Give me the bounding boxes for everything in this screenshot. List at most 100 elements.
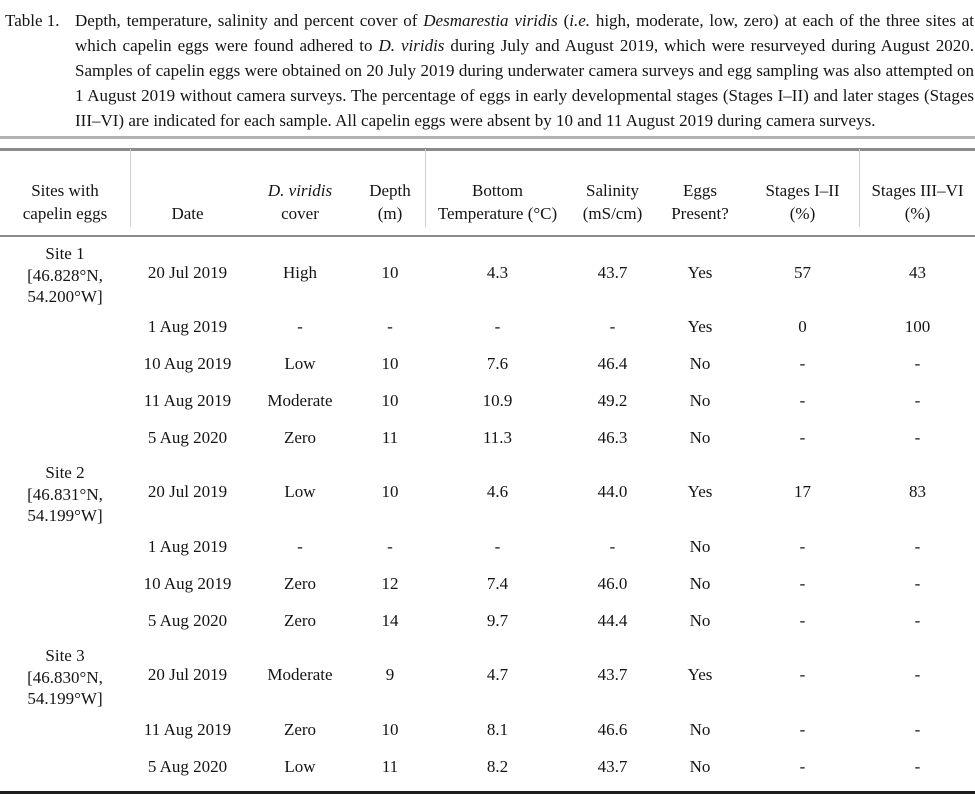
table-cell: - — [609, 316, 616, 336]
table-cell: - — [387, 536, 393, 556]
table-cell: - — [914, 756, 921, 776]
site-line: 54.199°W] — [27, 506, 103, 525]
table-cell: 1 Aug 2019 — [147, 316, 228, 336]
site-cell: Site 2 [46.831°N, 54.199°W] — [0, 456, 130, 639]
column-header-line: Temperature (°C) — [437, 204, 558, 223]
table-cell: 11 Aug 2019 — [143, 390, 232, 410]
column-header-line: (m) — [377, 204, 403, 223]
table-cell: 10 — [381, 390, 399, 410]
table-cell: 8.2 — [486, 756, 509, 776]
table-cell: 57 — [794, 262, 811, 282]
site-cell: Site 3 [46.830°N, 54.199°W] — [0, 639, 130, 785]
table-cell: 44.0 — [597, 482, 628, 501]
site-line: [46.831°N, — [27, 484, 103, 504]
site-line: 54.199°W] — [27, 689, 103, 708]
table-cell: 20 Jul 2019 — [147, 262, 228, 282]
column-header: Bottom Temperature (°C) — [425, 151, 570, 237]
table-body: Site 1 [46.828°N, 54.200°W] 20 Jul 2019 High… — [0, 236, 975, 785]
column-header-line: Date — [171, 204, 204, 223]
table-cell: - — [799, 536, 806, 556]
table-cell: Zero — [283, 573, 317, 593]
table-cell: 7.6 — [486, 353, 509, 373]
caption-segment: high, moderate, low, zero) at each of th… — [75, 11, 974, 55]
table-region: Sites with capelin eggs Date D. viridis cove… — [0, 136, 975, 794]
table-cell: Yes — [687, 482, 713, 501]
table-cell: 4.7 — [486, 665, 509, 684]
table-cell: - — [914, 665, 921, 684]
table-cell: - — [914, 610, 921, 630]
table-cell: Yes — [687, 262, 713, 282]
table-cell: 5 Aug 2020 — [147, 610, 228, 630]
table-cell: 10 — [381, 482, 399, 501]
table-cell: - — [799, 756, 806, 776]
table-caption: Table 1. Depth, temperature, salinity an… — [0, 8, 975, 133]
caption-label: Table 1. — [5, 11, 60, 30]
column-header-line: cover — [281, 204, 319, 223]
column-header-line: Salinity — [586, 181, 639, 200]
table-cell: - — [799, 610, 806, 630]
table-cell: 5 Aug 2020 — [147, 756, 228, 776]
table-cell: Low — [284, 482, 316, 501]
bottom-rule — [0, 791, 975, 794]
table-cell: - — [297, 316, 303, 336]
caption-segment: ( — [557, 11, 570, 30]
table-cell: 10 — [381, 262, 399, 282]
table-cell: 5 Aug 2020 — [147, 427, 228, 447]
top-rule-inner — [0, 148, 975, 151]
table-cell: 8.1 — [486, 719, 509, 739]
site-line: Site 1 — [45, 244, 85, 263]
table-row: Site 3 [46.830°N, 54.199°W] 20 Jul 2019 Mode… — [0, 639, 975, 711]
table-cell: 10 — [381, 719, 399, 739]
table-cell: 46.0 — [597, 573, 628, 593]
table-header: Sites with capelin eggs Date D. viridis cove… — [0, 151, 975, 237]
table-cell: 43.7 — [597, 756, 628, 776]
table-cell: 10 — [381, 353, 399, 373]
table-row: 10 Aug 2019 Zero 12 7.4 46.0 No - - — [0, 565, 975, 602]
table-row: 11 Aug 2019 Moderate 10 10.9 49.2 No - - — [0, 382, 975, 419]
column-header: Date — [130, 151, 245, 237]
table-cell: - — [914, 719, 921, 739]
table-cell: 12 — [381, 573, 399, 593]
column-header-line: Sites with — [31, 181, 99, 200]
table-cell: 11 — [381, 756, 399, 776]
table-cell: Moderate — [267, 665, 333, 684]
table-cell: High — [283, 262, 317, 282]
table-cell: - — [914, 353, 921, 373]
table-cell: - — [297, 536, 303, 556]
table-cell: No — [689, 719, 711, 739]
table-cell: Yes — [687, 316, 713, 336]
top-rule-gap — [0, 139, 975, 148]
table-cell: 10.9 — [482, 390, 513, 410]
table-row: Site 1 [46.828°N, 54.200°W] 20 Jul 2019 High… — [0, 236, 975, 308]
table-cell: No — [689, 390, 711, 410]
site-line: [46.828°N, — [27, 265, 103, 285]
table-row: 10 Aug 2019 Low 10 7.6 46.4 No - - — [0, 345, 975, 382]
column-header: Stages I–II (%) — [745, 151, 860, 237]
table-cell: - — [799, 353, 806, 373]
table-cell: No — [689, 427, 711, 447]
table-cell: 11 Aug 2019 — [143, 719, 232, 739]
top-rule-outer — [0, 136, 975, 139]
table-cell: No — [689, 536, 711, 556]
table-cell: 9 — [385, 665, 395, 684]
table-cell: - — [799, 573, 806, 593]
table-cell: 17 — [794, 482, 811, 501]
header-column-divider — [859, 149, 860, 227]
site-cell: Site 1 [46.828°N, 54.200°W] — [0, 236, 130, 456]
table-cell: 20 Jul 2019 — [147, 482, 228, 501]
table-cell: Zero — [283, 427, 317, 447]
column-header-line: Depth — [369, 181, 411, 200]
table-row: 5 Aug 2020 Low 11 8.2 43.7 No - - — [0, 748, 975, 785]
caption-segment: Depth, temperature, salinity and percent… — [75, 11, 424, 30]
caption-segment: i.e. — [569, 11, 591, 30]
table-cell: 83 — [909, 482, 926, 501]
column-header-line: Stages I–II — [765, 181, 840, 200]
caption-segment: Desmarestia viridis — [423, 11, 558, 30]
table-cell: - — [609, 536, 616, 556]
table-cell: 43 — [909, 262, 926, 282]
table-cell: 44.4 — [597, 610, 628, 630]
table-row: 11 Aug 2019 Zero 10 8.1 46.6 No - - — [0, 711, 975, 748]
table-cell: 4.3 — [486, 262, 509, 282]
table-cell: - — [914, 427, 921, 447]
table-header-row: Sites with capelin eggs Date D. viridis cove… — [0, 151, 975, 237]
